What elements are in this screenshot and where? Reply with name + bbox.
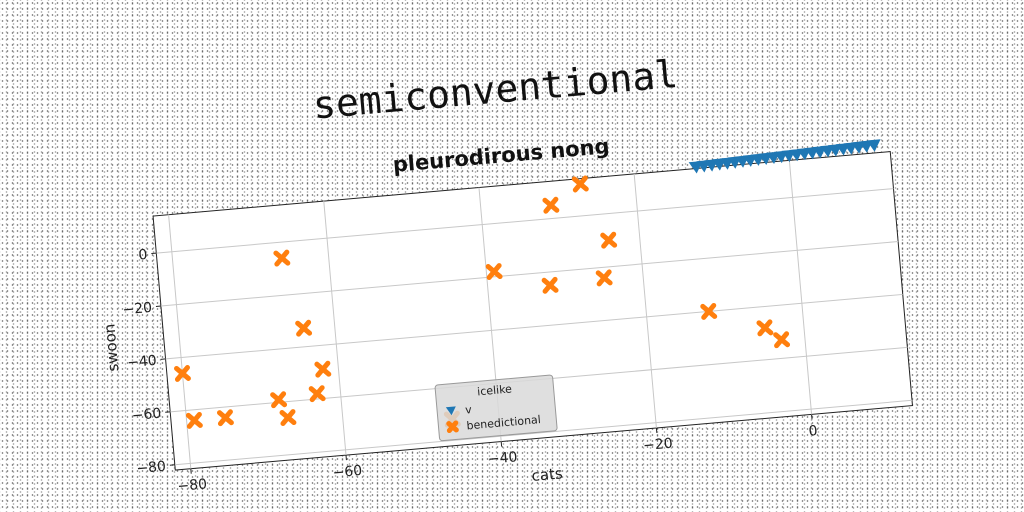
- x-grid-line: [323, 201, 347, 456]
- x-marker-stroke: [596, 269, 612, 287]
- plot-axes: −80 −60 −40 −20 0 0 −20 −40 −60 −80: [122, 139, 914, 495]
- x-point: [295, 319, 313, 337]
- x-point: [273, 249, 291, 267]
- x-marker-stroke: [601, 231, 617, 249]
- x-point: [216, 409, 234, 427]
- axes-title: pleurodirous nong: [392, 134, 611, 177]
- x-tick-label: −60: [332, 463, 363, 482]
- legend-entry-label: v: [465, 403, 473, 417]
- x-marker-stroke: [271, 391, 287, 409]
- x-marker-stroke: [446, 420, 459, 434]
- axes-frame: [152, 151, 914, 471]
- x-point: [314, 360, 332, 378]
- x-marker-stroke: [774, 331, 790, 349]
- x-marker-stroke: [217, 409, 233, 427]
- x-tick-label: 0: [808, 423, 818, 440]
- x-point: [600, 231, 618, 249]
- x-point: [308, 385, 326, 403]
- x-marker-stroke: [174, 364, 190, 382]
- y-grid-line: [160, 241, 899, 307]
- x-point: [773, 331, 791, 349]
- x-marker-stroke: [315, 360, 331, 378]
- y-tick-label: −40: [127, 353, 158, 372]
- y-grid-line: [174, 399, 913, 466]
- y-tick-label: 0: [138, 247, 148, 264]
- legend-entry-label: benedictional: [466, 413, 541, 432]
- grid: [156, 160, 913, 469]
- x-tick-label: −40: [487, 449, 518, 468]
- x-marker-stroke: [186, 411, 202, 429]
- legend-title: icelike: [477, 382, 513, 398]
- x-marker-stroke: [757, 319, 773, 337]
- x-point: [756, 319, 774, 337]
- x-tick-label: −80: [177, 476, 208, 495]
- y-tick-label: −20: [122, 300, 153, 319]
- x-marker-stroke: [542, 276, 558, 294]
- legend-marker: [446, 420, 459, 434]
- x-point: [185, 411, 203, 429]
- triangle-point: [866, 139, 881, 152]
- x-marker-stroke: [309, 385, 325, 403]
- x-marker-stroke: [572, 175, 588, 193]
- x-point: [485, 263, 503, 280]
- x-point: [279, 409, 297, 427]
- x-marker-stroke: [701, 302, 717, 320]
- y-grid-line: [156, 188, 894, 254]
- x-point: [700, 302, 718, 320]
- y-axis-label: swoon: [100, 323, 122, 372]
- x-tick-label: −20: [642, 436, 673, 455]
- x-point: [270, 391, 288, 409]
- x-marker-stroke: [296, 319, 312, 337]
- legend-marker: [445, 406, 456, 416]
- x-point: [595, 269, 613, 287]
- y-grid-line: [165, 293, 903, 360]
- x-point: [571, 175, 589, 193]
- x-grid-line: [788, 160, 813, 415]
- y-tick-label: −60: [131, 406, 162, 425]
- x-marker-stroke: [543, 196, 559, 214]
- x-marker-stroke: [486, 263, 502, 280]
- x-marker-stroke: [274, 249, 290, 267]
- x-marker-stroke: [280, 409, 296, 427]
- y-axis-ticks: 0 −20 −40 −60 −80: [122, 247, 175, 478]
- x-point: [174, 364, 191, 382]
- figure-suptitle: semiconventional: [311, 52, 679, 128]
- x-grid-line: [633, 173, 657, 429]
- legend-box: [434, 374, 558, 442]
- y-tick-label: −80: [136, 459, 167, 478]
- x-axis-ticks: −80 −60 −40 −20 0: [177, 414, 818, 495]
- x-point: [541, 276, 559, 294]
- x-point: [542, 196, 560, 214]
- x-axis-label: cats: [531, 464, 564, 485]
- data-markers: [174, 139, 881, 429]
